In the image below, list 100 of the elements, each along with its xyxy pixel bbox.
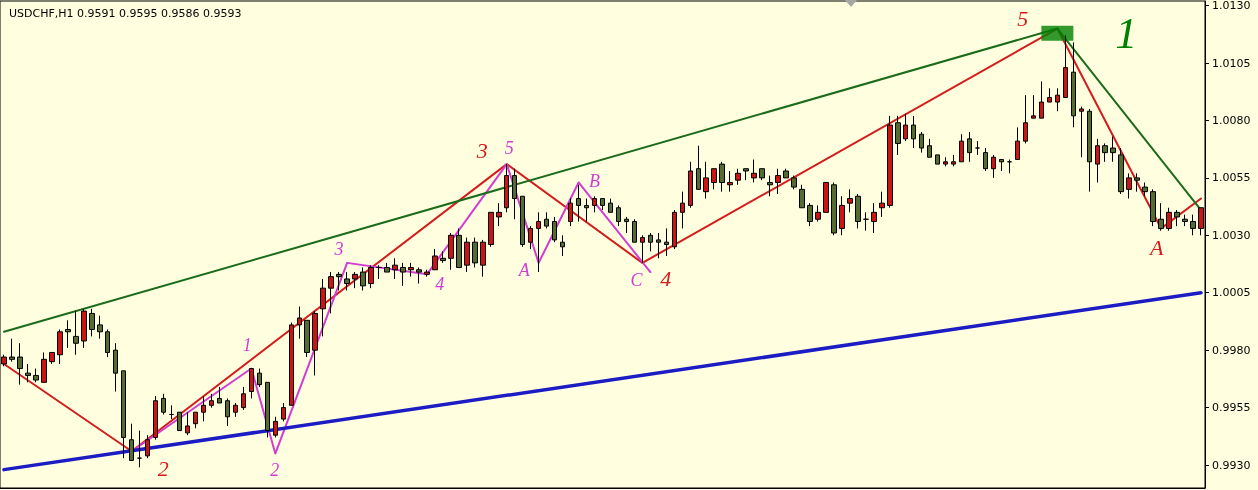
candlestick [193,411,198,429]
candlestick [919,131,924,154]
candlestick [217,386,222,404]
annotation: C [630,270,644,291]
y-tick-label: 1.0105 [1212,56,1251,70]
annotation: 1 [1115,8,1138,58]
candlestick [767,175,773,197]
candlestick [265,381,270,438]
candlestick [879,191,885,218]
candlestick [1015,126,1020,160]
candlestick [815,204,821,223]
candlestick [1102,142,1108,163]
candlestick [1023,94,1028,144]
candlestick [664,227,669,257]
candlestick [1126,172,1132,200]
y-tick-label: 1.0055 [1212,171,1251,185]
annotation: 2 [157,455,169,481]
candlestick [17,342,23,386]
candlestick [233,402,238,418]
candlestick [967,131,972,163]
candlestick [656,232,661,259]
annotation: 1 [242,334,252,355]
candlestick [608,198,613,213]
candlestick [951,154,956,167]
candlestick [65,319,71,349]
candlestick [719,161,725,193]
candlestick [743,168,749,181]
candlestick [711,168,717,190]
candlestick [1158,202,1164,232]
candlestick [895,115,901,156]
candlestick [392,257,398,280]
annotation: 4 [660,265,672,291]
candlestick [847,188,853,213]
candlestick [504,163,509,213]
candlestick [680,191,685,229]
candlestick [472,237,478,268]
candlestick [448,232,454,271]
candlestick [648,232,653,252]
candlestick [273,416,278,438]
candlestick [999,159,1004,172]
candlestick [488,211,494,248]
candlestick [927,138,932,158]
candlestick [775,168,781,195]
candlestick [137,430,142,468]
candlestick [1079,106,1084,158]
candlestick [225,397,230,427]
candlestick [959,133,964,163]
candlestick [1190,214,1196,236]
candlestick [640,234,645,264]
candlestick [304,319,310,358]
candlestick [9,338,15,363]
candlestick [352,271,358,289]
candlestick [400,262,406,287]
candlestick [1055,87,1060,112]
candlestick [416,266,422,285]
candlestick [185,411,190,436]
candlestick [935,154,940,165]
y-tick-label: 0.9930 [1212,458,1251,472]
candlestick [1174,209,1180,227]
candlestick [1095,138,1100,183]
candlestick [1134,172,1140,193]
candlestick [703,161,709,200]
candlestick [911,115,916,149]
candlestick [257,368,262,388]
candlestick [177,411,182,432]
annotation: 5 [1017,5,1029,31]
candlestick [727,170,733,193]
candlestick [297,306,302,340]
candlestick [1039,80,1044,119]
candlestick [1150,188,1156,227]
candlestick [1087,108,1092,193]
candlestick [456,227,462,268]
candlestick [975,140,980,156]
candlestick [440,250,446,264]
candlestick [97,315,103,340]
candlestick [312,310,318,376]
candlestick [1047,87,1052,103]
candlestick [536,211,541,273]
candlestick [41,351,47,383]
candlestick [289,322,294,406]
candlestick [320,278,326,337]
candlestick [1166,207,1172,232]
candlestick [1007,159,1012,174]
y-tick-label: 1.0080 [1212,113,1251,127]
candlestick [49,351,55,365]
candlestick [903,113,908,142]
candlestick [560,234,565,257]
annotation: A [517,259,531,280]
candlestick [887,115,893,209]
candlestick [1063,34,1068,98]
annotation: B [588,170,600,191]
candlestick [807,202,813,227]
candlestick [432,248,438,271]
candlestick [863,211,869,232]
candlestick [783,168,789,179]
candlestick [81,308,87,349]
annotation: 4 [435,274,445,294]
annotation: 3 [475,137,488,163]
candlestick [983,147,988,172]
candlestick [384,262,390,273]
